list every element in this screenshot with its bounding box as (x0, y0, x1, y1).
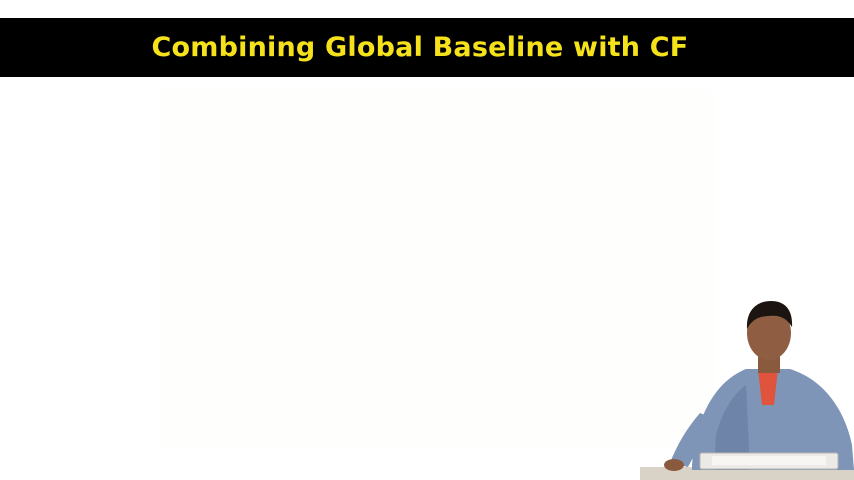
desk (640, 467, 854, 480)
slide-content-area (160, 90, 715, 450)
presenter-hair (746, 301, 793, 329)
presenter-arm (670, 413, 720, 467)
slide-title: Combining Global Baseline with CF (151, 32, 689, 63)
presenter-undershirt (758, 369, 778, 405)
presenter-hand (664, 459, 684, 471)
presenter-head (747, 306, 791, 360)
presenter-figure (640, 301, 854, 480)
title-bar: Combining Global Baseline with CF (0, 18, 854, 77)
